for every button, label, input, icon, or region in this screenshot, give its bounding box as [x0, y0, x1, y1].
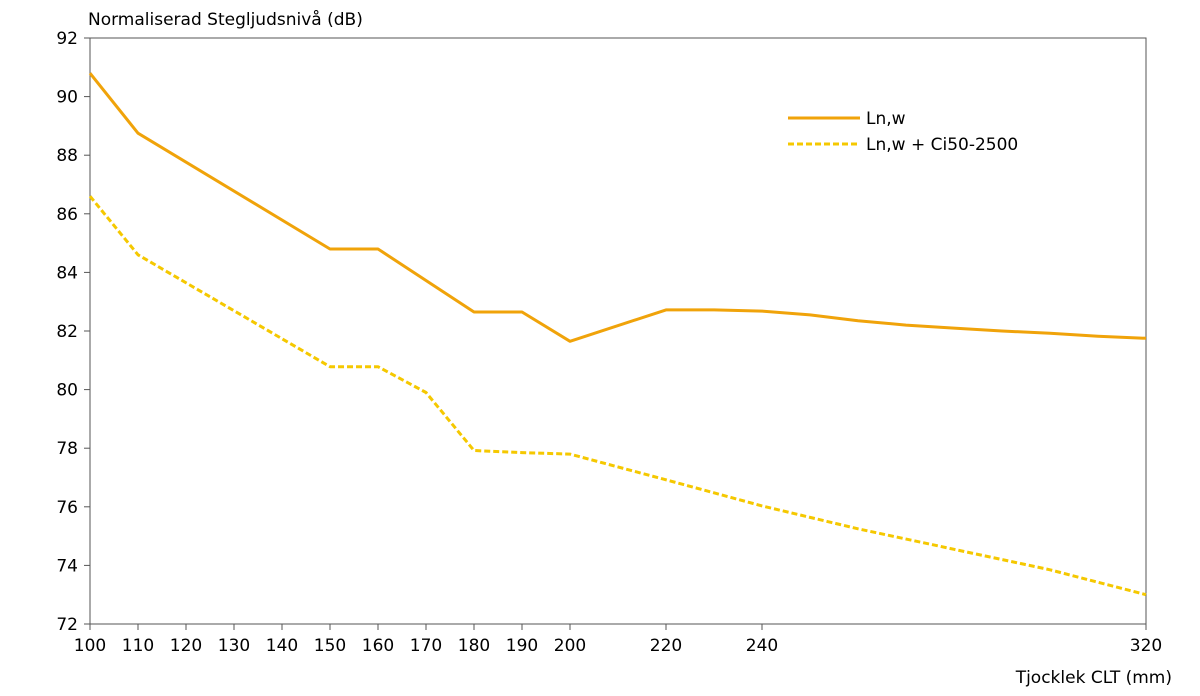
legend-label-ln-w: Ln,w [866, 109, 906, 129]
y-tick-label: 80 [56, 381, 78, 401]
x-tick-label: 240 [746, 636, 778, 656]
x-tick-label: 140 [266, 636, 298, 656]
legend: Ln,w Ln,w + Ci50-2500 [788, 109, 1018, 155]
y-tick-label: 88 [56, 146, 78, 166]
y-tick-label: 72 [56, 615, 78, 635]
x-tick-label: 150 [314, 636, 346, 656]
legend-label-ln-w-ci: Ln,w + Ci50-2500 [866, 135, 1018, 155]
y-axis-title: Normaliserad Stegljudsnivå (dB) [88, 9, 363, 30]
y-axis: 72 74 76 78 80 82 84 86 88 90 92 [56, 29, 90, 635]
x-tick-label: 130 [218, 636, 250, 656]
x-tick-label: 200 [554, 636, 586, 656]
x-axis: 100 110 120 130 140 150 160 170 180 190 200 220 240 3… [74, 624, 1162, 656]
y-tick-label: 82 [56, 322, 78, 342]
x-tick-label: 190 [506, 636, 538, 656]
x-tick-label: 220 [650, 636, 682, 656]
y-tick-label: 84 [56, 263, 78, 283]
series-layer [88, 72, 1147, 597]
y-tick-label: 76 [56, 498, 78, 518]
x-tick-label: 120 [170, 636, 202, 656]
y-tick-label: 90 [56, 88, 78, 108]
y-tick-label: 86 [56, 205, 78, 225]
x-tick-label: 160 [362, 636, 394, 656]
x-tick-label: 100 [74, 636, 106, 656]
x-tick-label: 110 [122, 636, 154, 656]
x-tick-label: 180 [458, 636, 490, 656]
x-axis-title: Tjocklek CLT (mm) [1015, 668, 1172, 688]
y-tick-label: 74 [56, 556, 78, 576]
x-tick-label: 170 [410, 636, 442, 656]
y-tick-label: 92 [56, 29, 78, 49]
x-tick-label: 320 [1130, 636, 1162, 656]
y-tick-label: 78 [56, 439, 78, 459]
series-line-ln-w [88, 72, 1147, 343]
series-line-ln-w-ci [88, 195, 1147, 597]
